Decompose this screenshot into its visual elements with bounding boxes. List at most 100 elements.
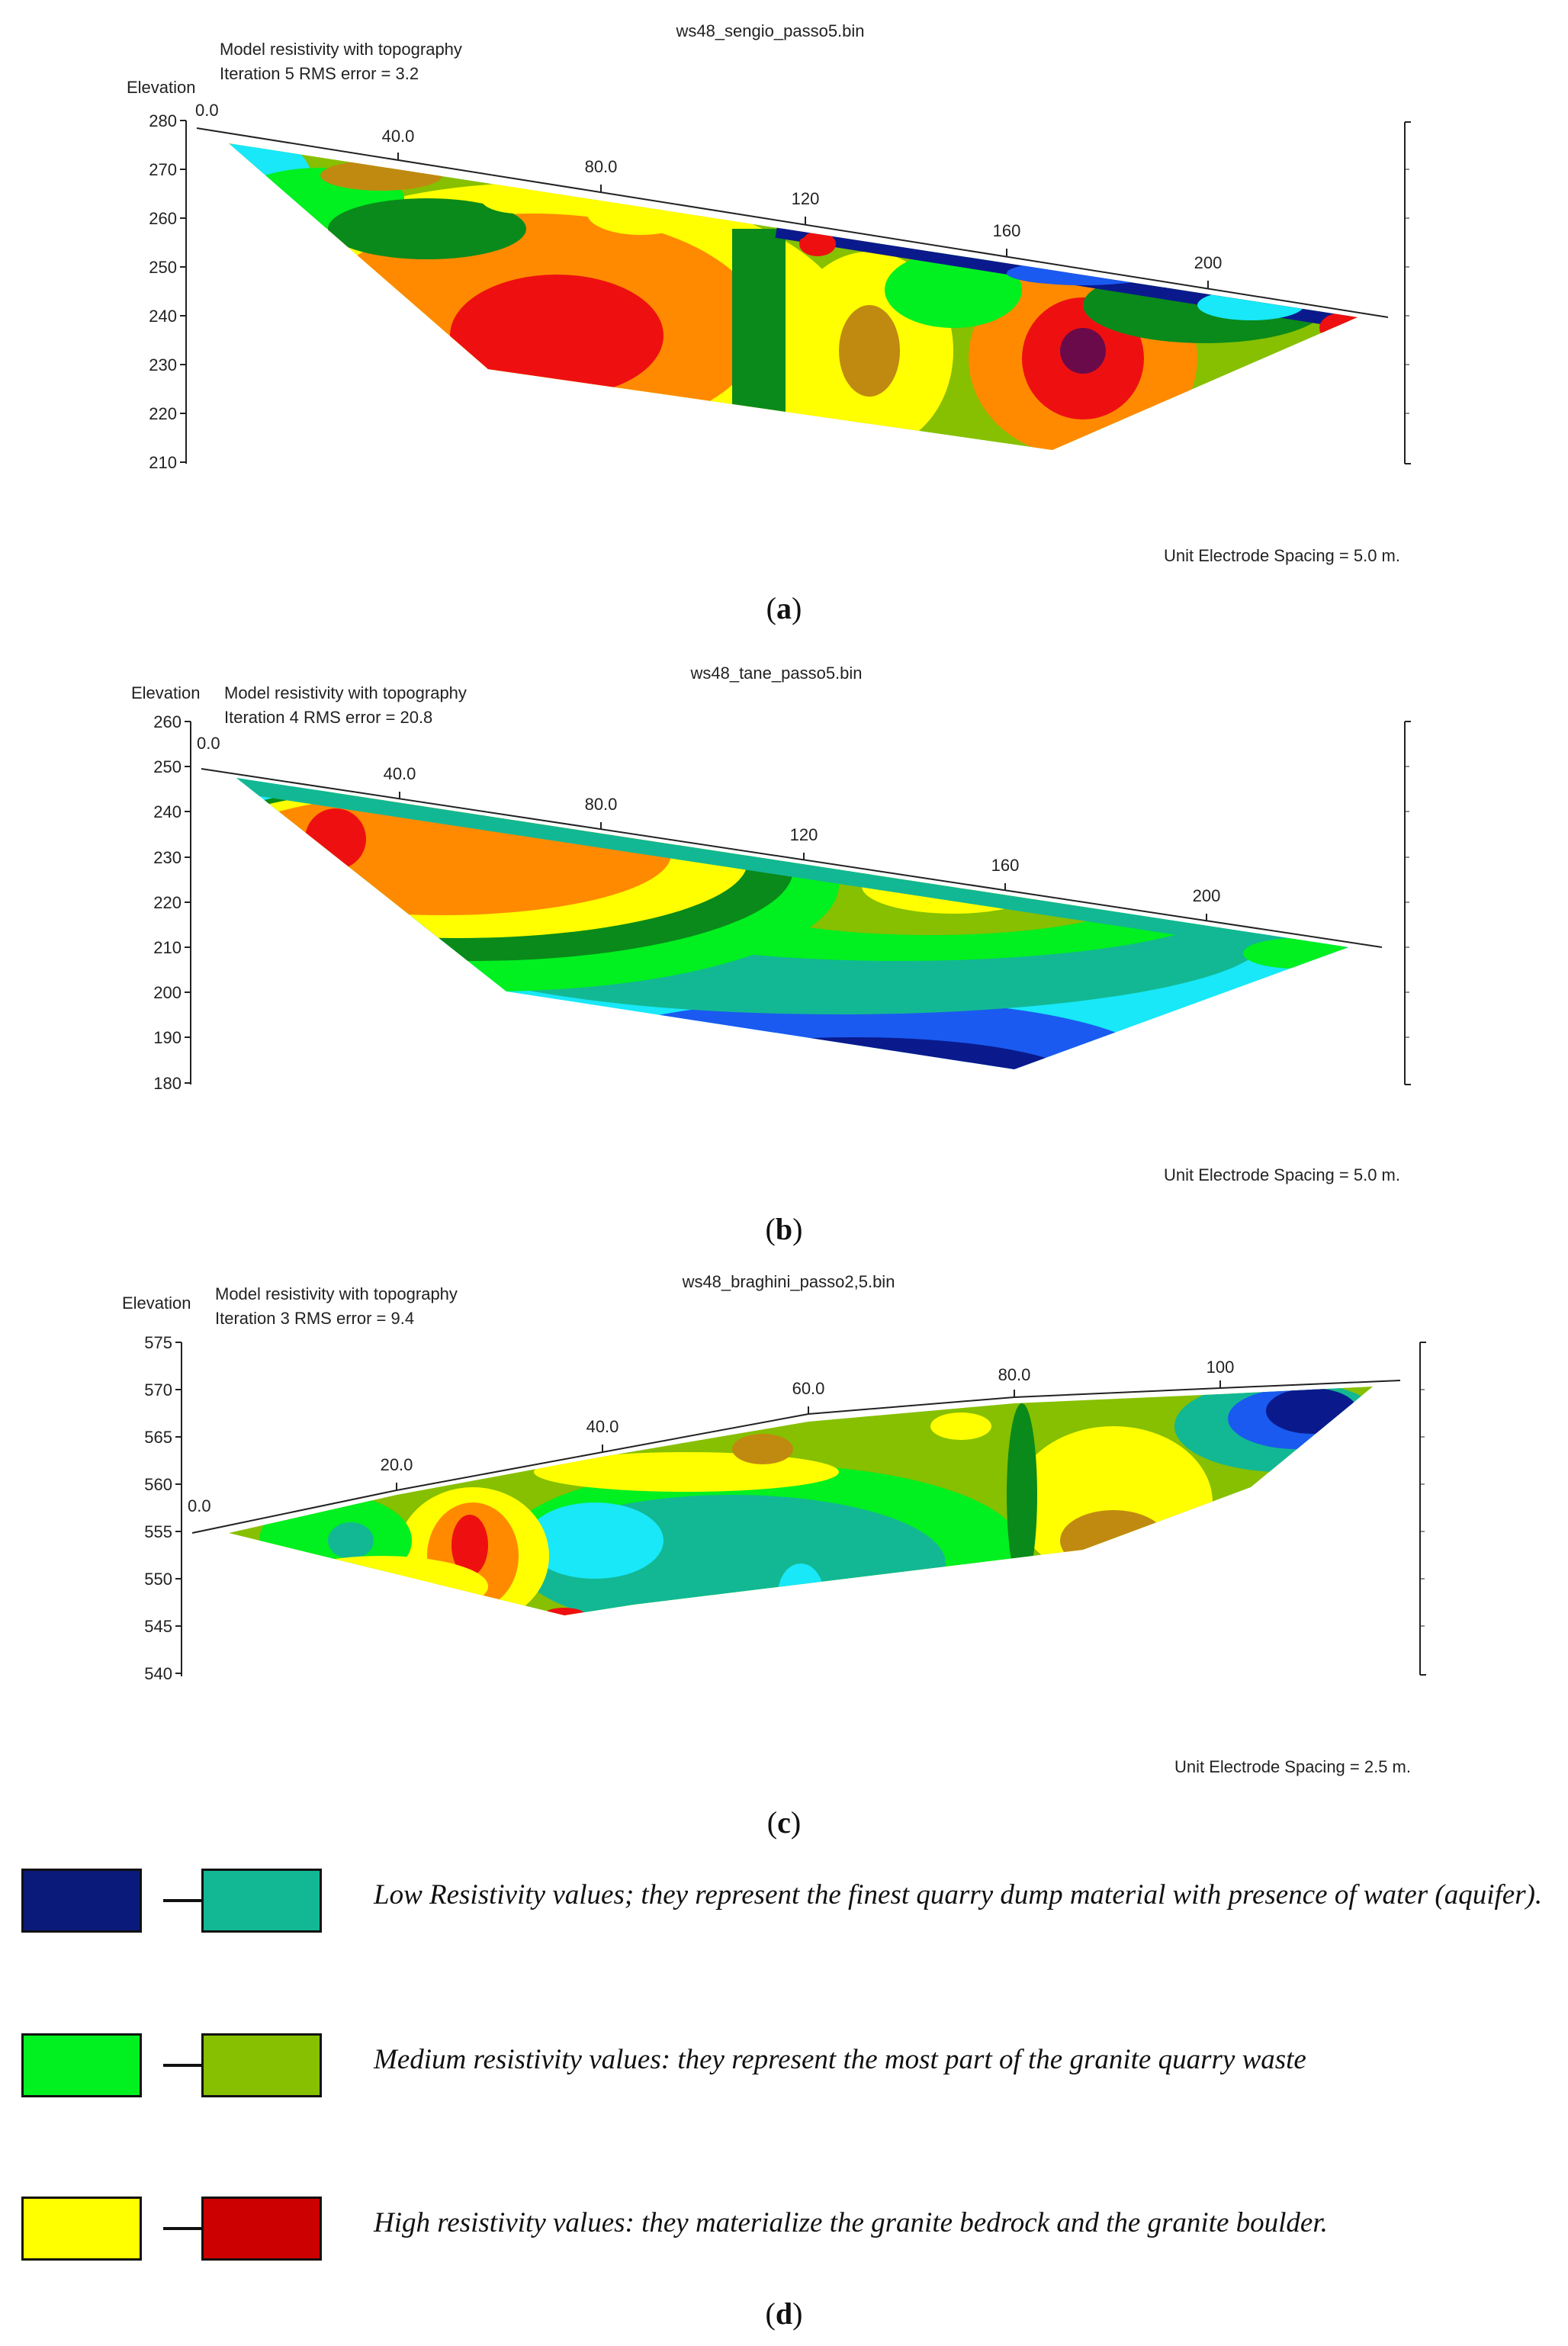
- y-tick-label: 260: [149, 209, 177, 228]
- file-title: ws48_braghini_passo2,5.bin: [682, 1272, 895, 1291]
- x-tick-label: 80.0: [585, 157, 618, 176]
- resistivity-section-a: [229, 143, 1358, 450]
- caption-letter: c: [777, 1805, 791, 1840]
- x-tick-label: 80.0: [585, 795, 618, 814]
- electrode-spacing-label: Unit Electrode Spacing = 5.0 m.: [1164, 546, 1400, 565]
- x-ticks: 0.0 20.0 40.0 60.0 80.0 100: [188, 1358, 1234, 1515]
- section-b-svg: ws48_tane_passo5.bin Model resistivity w…: [131, 664, 1411, 1184]
- x-ticks: 0.0 40.0 80.0 120 160 200: [195, 101, 1222, 288]
- y-tick-label: 260: [153, 712, 182, 731]
- model-label: Model resistivity with topography: [215, 1284, 458, 1303]
- legend-swatch-from: [21, 2197, 142, 2261]
- file-title: ws48_sengio_passo5.bin: [675, 21, 864, 40]
- iteration-label: Iteration 4 RMS error = 20.8: [224, 708, 432, 727]
- legend-row-medium: Medium resistivity values: they represen…: [21, 2033, 1547, 2110]
- y-tick-label: 540: [144, 1664, 172, 1683]
- x-tick-label: 200: [1193, 886, 1221, 905]
- y-tick-label: 250: [153, 757, 182, 776]
- legend-swatch-to: [201, 2197, 322, 2261]
- x-tick-label: 40.0: [586, 1417, 619, 1436]
- iteration-label: Iteration 5 RMS error = 3.2: [220, 64, 419, 83]
- y-tick-label: 220: [153, 893, 182, 912]
- iteration-label: Iteration 3 RMS error = 9.4: [215, 1309, 414, 1328]
- y-tick-label: 565: [144, 1428, 172, 1447]
- y-tick-label: 210: [149, 453, 177, 472]
- arrow-icon: [163, 1899, 224, 1902]
- y-tick-label: 240: [153, 802, 182, 821]
- caption-letter: d: [775, 2296, 793, 2331]
- right-axis: [1404, 721, 1411, 1085]
- caption-letter: a: [776, 591, 792, 625]
- x-tick-label: 80.0: [998, 1365, 1031, 1384]
- panel-a: ws48_sengio_passo5.bin Model resistivity…: [0, 0, 1568, 633]
- right-axis: [1419, 1342, 1426, 1676]
- y-tick-label: 210: [153, 938, 182, 957]
- resistivity-section-b: [236, 778, 1348, 1069]
- y-tick-label: 230: [153, 848, 182, 867]
- model-label: Model resistivity with topography: [224, 683, 467, 702]
- x-tick-label: 160: [993, 221, 1021, 240]
- section-a-svg: ws48_sengio_passo5.bin Model resistivity…: [127, 21, 1411, 565]
- x-tick-label: 0.0: [195, 101, 219, 120]
- x-tick-label: 0.0: [197, 734, 220, 753]
- y-tick-label: 180: [153, 1074, 182, 1093]
- y-ticks: 260 250 240 230 220 210 200 190 180: [153, 712, 191, 1093]
- legend-text-medium: Medium resistivity values: they represen…: [374, 2044, 1306, 2075]
- y-axis-label: Elevation: [127, 78, 196, 97]
- y-axis-label: Elevation: [122, 1294, 191, 1313]
- x-tick-label: 120: [792, 189, 820, 208]
- panel-b: ws48_tane_passo5.bin Model resistivity w…: [0, 641, 1568, 1266]
- x-ticks: 0.0 40.0 80.0 120 160 200: [197, 734, 1220, 921]
- caption-letter: b: [775, 1212, 793, 1246]
- right-axis: [1404, 121, 1411, 464]
- x-tick-label: 120: [790, 825, 818, 844]
- caption-a: (a): [766, 591, 802, 625]
- y-tick-label: 555: [144, 1522, 172, 1541]
- panel-c: ws48_braghini_passo2,5.bin Model resisti…: [0, 1266, 1568, 1846]
- electrode-spacing-label: Unit Electrode Spacing = 5.0 m.: [1164, 1165, 1400, 1184]
- x-tick-label: 20.0: [381, 1455, 413, 1474]
- y-tick-label: 220: [149, 404, 177, 423]
- y-tick-label: 550: [144, 1570, 172, 1589]
- x-tick-label: 100: [1207, 1358, 1235, 1377]
- arrow-icon: [163, 2064, 224, 2067]
- legend-swatch-to: [201, 1869, 322, 1933]
- y-tick-label: 280: [149, 111, 177, 130]
- file-title: ws48_tane_passo5.bin: [689, 664, 862, 683]
- legend-row-low: Low Resistivity values; they represent t…: [21, 1869, 1547, 1945]
- topography-line: [201, 768, 1383, 948]
- caption-b: (b): [765, 1212, 803, 1246]
- legend-row-high: High resistivity values: they materializ…: [21, 2197, 1547, 2273]
- legend-swatch-to: [201, 2033, 322, 2097]
- y-tick-label: 230: [149, 355, 177, 374]
- x-tick-label: 60.0: [792, 1379, 825, 1398]
- model-label: Model resistivity with topography: [220, 40, 462, 59]
- y-tick-label: 575: [144, 1333, 172, 1352]
- y-tick-label: 200: [153, 983, 182, 1002]
- arrow-icon: [163, 2227, 224, 2230]
- x-tick-label: 40.0: [384, 764, 416, 783]
- x-tick-label: 40.0: [382, 127, 415, 146]
- y-tick-label: 270: [149, 160, 177, 179]
- y-ticks: 280 270 260 250 240 230 220 210: [149, 111, 186, 472]
- topography-line: [196, 127, 1389, 318]
- section-c-svg: ws48_braghini_passo2,5.bin Model resisti…: [122, 1272, 1426, 1776]
- legend-swatch-from: [21, 1869, 142, 1933]
- x-tick-label: 0.0: [188, 1496, 211, 1515]
- legend-text-low: Low Resistivity values; they represent t…: [374, 1879, 1543, 1911]
- x-tick-label: 160: [991, 856, 1020, 875]
- y-tick-label: 240: [149, 307, 177, 326]
- legend-swatch-from: [21, 2033, 142, 2097]
- y-axis-label: Elevation: [131, 683, 201, 702]
- y-tick-label: 190: [153, 1028, 182, 1047]
- y-tick-label: 560: [144, 1475, 172, 1494]
- caption-c: (c): [766, 1805, 802, 1840]
- legend-text-high: High resistivity values: they materializ…: [374, 2207, 1328, 2238]
- y-tick-label: 545: [144, 1617, 172, 1636]
- electrode-spacing-label: Unit Electrode Spacing = 2.5 m.: [1174, 1757, 1411, 1776]
- y-ticks: 575 570 565 560 555 550 545 540: [144, 1333, 182, 1683]
- caption-d: (d): [765, 2296, 803, 2331]
- y-tick-label: 250: [149, 258, 177, 277]
- y-tick-label: 570: [144, 1380, 172, 1400]
- x-tick-label: 200: [1194, 253, 1223, 272]
